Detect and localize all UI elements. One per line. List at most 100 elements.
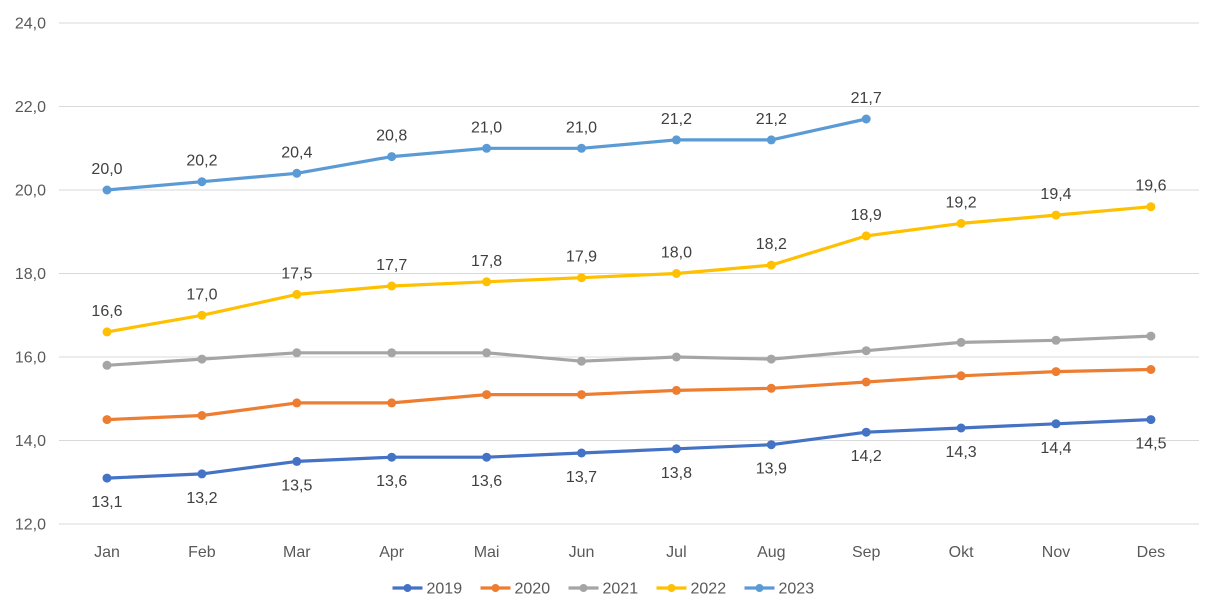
data-label: 17,9 (566, 249, 597, 266)
series-line-2021[interactable] (105, 334, 1153, 367)
data-point-marker[interactable] (577, 448, 586, 458)
data-point-marker[interactable] (577, 356, 586, 366)
series-line-2022[interactable] (105, 205, 1153, 334)
legend-item-2021[interactable]: 2021 (568, 581, 639, 598)
data-point-marker[interactable] (292, 456, 302, 466)
data-point-marker[interactable] (197, 354, 207, 364)
data-point-marker[interactable] (956, 423, 966, 433)
data-point-marker[interactable] (671, 444, 681, 454)
data-point-marker[interactable] (1146, 415, 1156, 425)
data-point-marker[interactable] (387, 152, 397, 162)
data-label: 21,0 (471, 119, 502, 136)
data-label: 21,0 (566, 119, 597, 136)
data-point-marker[interactable] (861, 231, 871, 241)
data-point-marker[interactable] (197, 411, 207, 420)
data-label: 14,4 (1040, 440, 1071, 457)
data-point-marker[interactable] (956, 371, 966, 381)
data-point-marker[interactable] (387, 452, 397, 462)
data-point-marker[interactable] (1051, 335, 1061, 345)
data-point-marker[interactable] (197, 177, 207, 187)
data-label: 19,4 (1040, 186, 1071, 203)
legend-item-2020[interactable]: 2020 (480, 581, 551, 598)
data-point-marker[interactable] (1146, 365, 1156, 374)
x-axis: Jan Feb Mar Apr Mai Jun Jul Aug Sep Okt Nov Des (94, 544, 1165, 561)
data-label: 14,3 (946, 444, 977, 461)
data-point-marker[interactable] (1051, 367, 1061, 377)
data-point-marker[interactable] (102, 185, 112, 195)
x-axis-tick-label: Jun (569, 544, 595, 561)
data-point-marker[interactable] (861, 427, 871, 437)
data-point-marker[interactable] (292, 168, 302, 178)
data-point-marker[interactable] (766, 135, 776, 145)
legend-marker-icon (403, 584, 412, 592)
data-point-marker[interactable] (577, 273, 586, 283)
data-point-marker[interactable] (197, 310, 207, 320)
data-point-marker[interactable] (102, 415, 112, 425)
legend: 2019 2020 2021 2022 2023 (392, 581, 815, 598)
data-point-marker[interactable] (292, 348, 302, 358)
data-point-marker[interactable] (292, 398, 302, 408)
x-axis-tick-label: Okt (949, 544, 974, 561)
legend-marker-icon (491, 584, 500, 592)
data-point-marker[interactable] (197, 469, 207, 479)
data-point-marker[interactable] (482, 277, 492, 287)
data-point-marker[interactable] (766, 260, 776, 270)
y-axis-tick-label: 24,0 (15, 16, 46, 33)
data-point-marker[interactable] (482, 452, 492, 462)
data-point-marker[interactable] (482, 143, 492, 153)
x-axis-tick-label: Aug (757, 544, 785, 561)
series-2019[interactable]: 13,1 13,2 13,5 13,6 13,6 13,7 13,8 13,9 14,2 14,3… (91, 415, 1167, 511)
data-label: 13,5 (281, 477, 312, 494)
y-axis-tick-label: 12,0 (15, 517, 46, 534)
data-point-marker[interactable] (956, 218, 966, 228)
y-axis: 12,0 14,0 16,0 18,0 20,0 22,0 24,0 (15, 16, 46, 534)
data-point-marker[interactable] (482, 390, 492, 400)
data-point-marker[interactable] (671, 352, 681, 362)
legend-item-2023[interactable]: 2023 (744, 581, 815, 598)
legend-item-2019[interactable]: 2019 (392, 581, 463, 598)
series-2023[interactable]: 20,0 20,2 20,4 20,8 21,0 21,0 21,2 21,2 21,7 (91, 90, 882, 195)
data-point-marker[interactable] (102, 327, 112, 337)
data-point-marker[interactable] (671, 269, 681, 278)
data-point-marker[interactable] (671, 135, 681, 145)
data-point-marker[interactable] (387, 398, 397, 408)
data-point-marker[interactable] (956, 337, 966, 347)
data-point-marker[interactable] (861, 114, 871, 124)
legend-label: 2021 (603, 581, 639, 598)
data-point-marker[interactable] (1051, 419, 1061, 429)
data-point-marker[interactable] (861, 377, 871, 387)
data-point-marker[interactable] (577, 143, 586, 153)
legend-item-2022[interactable]: 2022 (656, 581, 727, 598)
data-point-marker[interactable] (387, 348, 397, 358)
data-label: 19,6 (1135, 178, 1166, 195)
data-point-marker[interactable] (102, 360, 112, 370)
data-point-marker[interactable] (387, 281, 397, 291)
legend-label: 2020 (515, 581, 551, 598)
legend-label: 2022 (691, 581, 727, 598)
data-point-marker[interactable] (861, 346, 871, 356)
data-point-marker[interactable] (1146, 202, 1156, 212)
data-point-marker[interactable] (1051, 210, 1061, 220)
series-line-2019[interactable] (105, 418, 1153, 480)
data-point-marker[interactable] (102, 473, 112, 483)
data-point-marker[interactable] (1146, 331, 1156, 341)
data-label: 17,5 (281, 265, 312, 282)
data-point-marker[interactable] (577, 390, 586, 400)
series-2022[interactable]: 16,6 17,0 17,5 17,7 17,8 17,9 18,0 18,2 18,9 19,2… (91, 178, 1167, 337)
data-label: 14,5 (1135, 436, 1166, 453)
data-label: 13,2 (186, 490, 217, 507)
x-axis-tick-label: Sep (852, 544, 881, 561)
data-point-marker[interactable] (766, 383, 776, 393)
y-axis-tick-label: 22,0 (15, 99, 46, 116)
data-point-marker[interactable] (766, 440, 776, 450)
series-2020[interactable] (102, 365, 1156, 425)
data-point-marker[interactable] (766, 354, 776, 364)
data-point-marker[interactable] (292, 289, 302, 299)
data-point-marker[interactable] (671, 385, 681, 395)
series-2021[interactable] (102, 331, 1156, 370)
data-point-marker[interactable] (482, 348, 492, 358)
series-line-2020[interactable] (105, 367, 1153, 422)
